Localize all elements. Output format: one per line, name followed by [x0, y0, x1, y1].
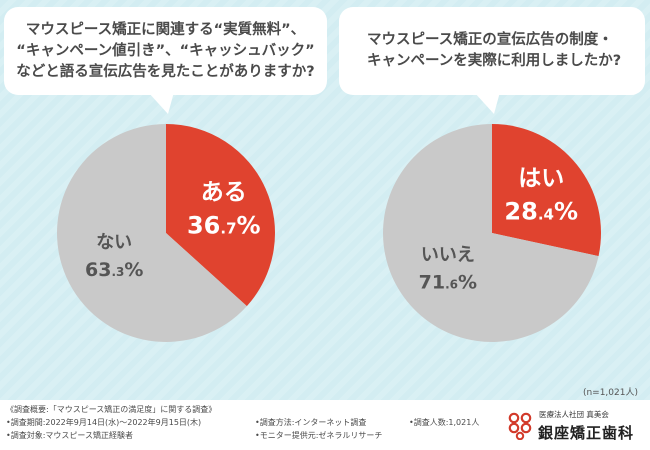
- clinic-name: 銀座矯正歯科: [538, 424, 635, 442]
- question-2-line-2: キャンペーンを実際に利用しましたか?: [367, 53, 622, 69]
- pie-slice-value: 63.3%: [85, 259, 143, 281]
- survey-method: •調査方法:インターネット調査: [255, 418, 367, 427]
- survey-period: •調査期間:2022年9月14日(水)〜2022年9月15日(木): [6, 418, 202, 427]
- question-bubble-1-tail: [148, 92, 174, 114]
- pie-slice-label: いいえ: [421, 245, 475, 266]
- pie-slice-label: ある: [201, 179, 247, 205]
- pie-slice-value: 28.4%: [504, 197, 578, 225]
- question-bubble-1: マウスピース矯正に関連する“実質無料”、 “キャンペーン値引き”、“キャッシュバ…: [4, 7, 327, 95]
- pie-slice-label: はい: [518, 165, 564, 191]
- question-bubble-2-tail: [474, 92, 500, 114]
- pie-chart-ad-seen: ある 36.7% ない 63.3%: [56, 124, 275, 342]
- question-2-line-1: マウスピース矯正の宣伝広告の制度・: [367, 32, 613, 48]
- survey-count: •調査人数:1,021人: [409, 418, 480, 427]
- pie-slice-no: [56, 124, 247, 342]
- footer: [0, 400, 650, 450]
- pie-slice-label: ない: [96, 232, 132, 253]
- survey-target: •調査対象:マウスピース矯正経験者: [6, 431, 134, 440]
- pie-slice-value: 36.7%: [187, 211, 261, 239]
- survey-summary: 《調査概要:「マウスピース矯正の満足度」に関する調査》: [6, 405, 217, 414]
- question-1-line-1: マウスピース矯正に関連する“実質無料”、: [25, 21, 306, 38]
- pie-slice-yes: [492, 124, 601, 257]
- pie-slice-value: 71.6%: [419, 272, 477, 294]
- pie-slice-yes: [166, 124, 275, 307]
- pie-chart-campaign-used: はい 28.4% いいえ 71.6%: [382, 124, 601, 342]
- survey-monitor: •モニター提供元:ゼネラルリサーチ: [255, 431, 383, 440]
- question-1-line-2: “キャンペーン値引き”、“キャッシュバック”: [16, 42, 315, 59]
- sample-size: (n=1,021人): [582, 388, 638, 398]
- question-bubble-2: マウスピース矯正の宣伝広告の制度・ キャンペーンを実際に利用しましたか?: [339, 7, 645, 95]
- clinic-logo-icon: [508, 412, 532, 440]
- clinic-corporation-name: 医療法人社団 真美会: [539, 410, 609, 419]
- pie-slice-no: [382, 124, 599, 342]
- question-1-line-3: などと語る宣伝広告を見たことがありますか?: [16, 63, 315, 80]
